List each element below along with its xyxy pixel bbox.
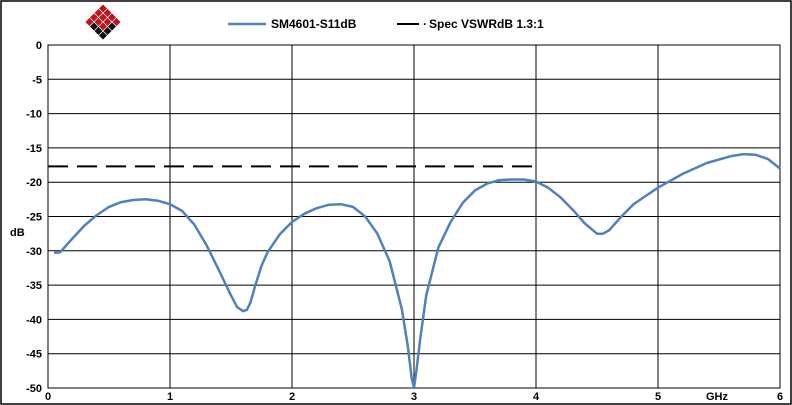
legend-label-spec: Spec VSWRdB 1.3:1 <box>429 17 544 31</box>
y-tick-label: -45 <box>26 349 42 361</box>
y-tick-label: -35 <box>26 280 42 292</box>
x-tick-labels: 0 1 2 3 4 5 6 <box>45 391 783 403</box>
x-tick-label: 4 <box>533 391 540 403</box>
x-tick-label: 6 <box>777 391 783 403</box>
gridlines <box>47 44 781 389</box>
y-tick-label: -10 <box>26 109 42 121</box>
x-tick-label: 5 <box>655 391 661 403</box>
y-tick-label: 0 <box>36 40 42 52</box>
legend-marker-spec: · <box>423 17 427 31</box>
x-tick-label: 3 <box>411 391 417 403</box>
y-tick-label: -25 <box>26 212 42 224</box>
y-tick-label: -15 <box>26 143 42 155</box>
x-tick-label: 2 <box>289 391 295 403</box>
x-tick-label: 0 <box>45 391 51 403</box>
x-axis-label: GHz <box>706 391 729 403</box>
legend-label-s11: SM4601-S11dB <box>271 17 357 31</box>
y-tick-label: -50 <box>26 383 42 395</box>
y-tick-labels: 0 -5 -10 -15 -20 -25 -30 -35 -40 -45 -50 <box>26 40 42 395</box>
y-tick-label: -30 <box>26 246 42 258</box>
y-tick-label: -5 <box>32 74 42 86</box>
y-tick-label: -40 <box>26 314 42 326</box>
legend: SM4601-S11dB · Spec VSWRdB 1.3:1 <box>228 17 544 31</box>
series-line-0 <box>53 152 781 390</box>
y-tick-label: -20 <box>26 177 42 189</box>
logo-diamond <box>98 30 108 41</box>
y-axis-label: dB <box>10 227 25 239</box>
series-lines <box>48 152 781 390</box>
diamond-logo-icon <box>84 3 122 41</box>
x-tick-label: 1 <box>167 391 173 403</box>
